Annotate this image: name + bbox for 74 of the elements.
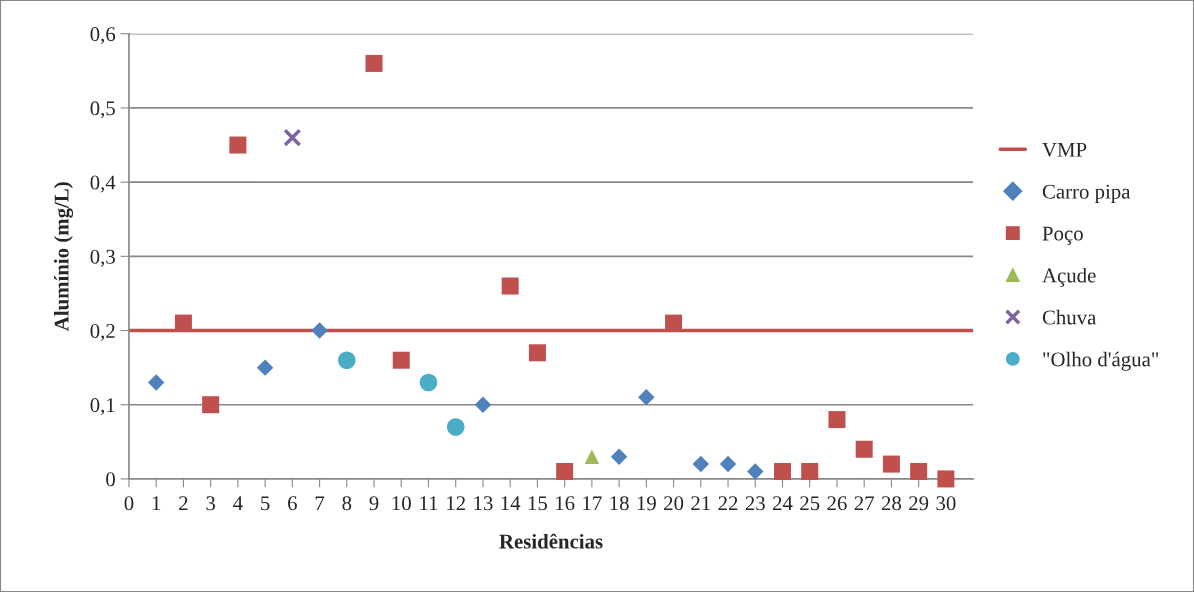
- y-tick-label: 0,3: [90, 249, 115, 267]
- point: [882, 455, 900, 473]
- x-tick-label: 20: [664, 496, 684, 511]
- x-axis-title: Residências: [499, 533, 603, 549]
- y-tick-label: 0,5: [90, 101, 115, 119]
- point: [910, 463, 928, 481]
- point: [365, 54, 383, 72]
- x-tick-label: 13: [474, 496, 493, 511]
- point: [202, 396, 220, 414]
- y-axis-title: Alumínio (mg/L): [53, 182, 74, 332]
- x-tick-label: 14: [501, 496, 521, 511]
- point: [855, 440, 873, 458]
- point: [392, 351, 410, 369]
- y-tick-label: 0,2: [90, 323, 115, 341]
- x-tick-label: 23: [745, 496, 765, 511]
- point: [937, 470, 955, 488]
- point: [311, 322, 328, 339]
- x-tick-label: 6: [288, 496, 297, 511]
- x-tick-label: 28: [881, 496, 902, 511]
- x-tick-label: 11: [420, 496, 438, 511]
- x-tick-label: 25: [800, 496, 820, 511]
- point: [256, 359, 274, 376]
- x-tick-label: 9: [369, 496, 379, 511]
- legend-label: VMP: [1042, 142, 1087, 157]
- point: [147, 374, 165, 391]
- point: [801, 463, 819, 481]
- point: [747, 463, 764, 480]
- point: [283, 128, 302, 147]
- x-tick-label: 19: [637, 496, 656, 511]
- point: [638, 389, 655, 406]
- y-tick-label: 0,4: [90, 175, 116, 193]
- x-tick-label: 30: [936, 496, 956, 511]
- point: [719, 455, 737, 473]
- y-tick-label: 0,6: [90, 27, 116, 45]
- point: [828, 411, 846, 429]
- x-tick-label: 27: [854, 496, 874, 511]
- x-tick-label: 26: [827, 496, 847, 511]
- legend-label: Carro pipa: [1042, 184, 1131, 203]
- point: [610, 448, 628, 465]
- x-tick-label: 15: [528, 496, 548, 511]
- x-tick-label: 8: [342, 496, 352, 511]
- x-tick-label: 7: [315, 496, 325, 511]
- x-tick-label: 21: [691, 496, 710, 511]
- x-tick-label: 10: [392, 496, 411, 511]
- x-tick-label: 1: [152, 496, 161, 511]
- point: [556, 463, 574, 481]
- point: [419, 373, 438, 392]
- point: [528, 344, 546, 362]
- point: [501, 277, 519, 295]
- point: [773, 463, 791, 481]
- x-tick-label: 24: [772, 496, 793, 511]
- point: [584, 449, 600, 464]
- legend-label: Chuva: [1042, 309, 1097, 325]
- x-tick-label: 5: [261, 496, 270, 511]
- legend-label: Poço: [1042, 226, 1083, 245]
- x-tick-label: 4: [233, 496, 243, 511]
- point: [692, 455, 710, 473]
- x-tick-label: 12: [447, 496, 465, 511]
- legend-label: "Olho d'água": [1043, 351, 1159, 371]
- x-tick-label: 16: [556, 496, 575, 511]
- point: [338, 351, 356, 369]
- x-tick-label: 0: [124, 496, 134, 511]
- x-tick-label: 22: [718, 496, 738, 511]
- y-tick-label: 0,1: [90, 398, 115, 416]
- point: [446, 418, 465, 436]
- x-tick-label: 17: [583, 496, 602, 511]
- x-tick-label: 18: [610, 496, 629, 511]
- y-tick-label: 0: [106, 472, 115, 487]
- x-tick-label: 29: [909, 496, 929, 511]
- legend-label: Açude: [1042, 267, 1096, 287]
- point: [229, 136, 247, 154]
- point: [474, 396, 492, 413]
- x-tick-label: 3: [206, 496, 216, 511]
- x-tick-label: 2: [179, 496, 188, 511]
